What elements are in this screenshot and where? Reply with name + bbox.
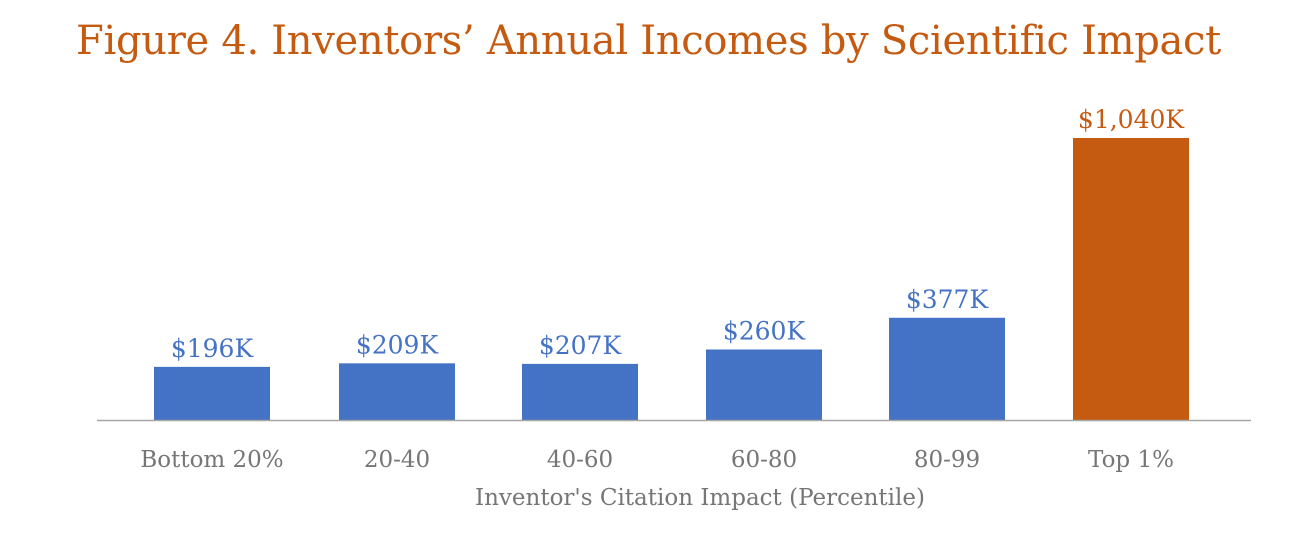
bar-2: [522, 363, 638, 420]
data-label-2: $207K: [539, 331, 623, 360]
bar-4: [889, 317, 1005, 420]
data-label-1: $209K: [356, 330, 440, 359]
data-label-0: $196K: [171, 334, 255, 363]
bar-3: [706, 349, 822, 420]
value-labels-group: $196K $209K $207K $260K $377K $1,040K: [171, 105, 1186, 363]
x-axis-label: Inventor's Citation Impact (Percentile): [475, 485, 925, 511]
bar-1: [339, 363, 455, 420]
data-label-5: $1,040K: [1078, 105, 1185, 134]
bar-0: [154, 366, 270, 420]
chart-title: Figure 4. Inventors’ Annual Incomes by S…: [76, 18, 1221, 64]
tick-labels-group: Bottom 20% 20-40 40-60 60-80 80-99 Top 1%: [140, 447, 1174, 473]
data-label-4: $377K: [906, 285, 990, 314]
x-tick-label-3: 60-80: [731, 447, 797, 473]
x-tick-label-4: 80-99: [914, 447, 980, 473]
bars-group: [154, 138, 1189, 420]
x-tick-label-2: 40-60: [547, 447, 613, 473]
x-tick-label-5: Top 1%: [1088, 447, 1174, 473]
x-tick-label-1: 20-40: [364, 447, 430, 473]
x-tick-label-0: Bottom 20%: [140, 447, 283, 473]
bar-5: [1073, 138, 1189, 420]
data-label-3: $260K: [723, 317, 807, 346]
